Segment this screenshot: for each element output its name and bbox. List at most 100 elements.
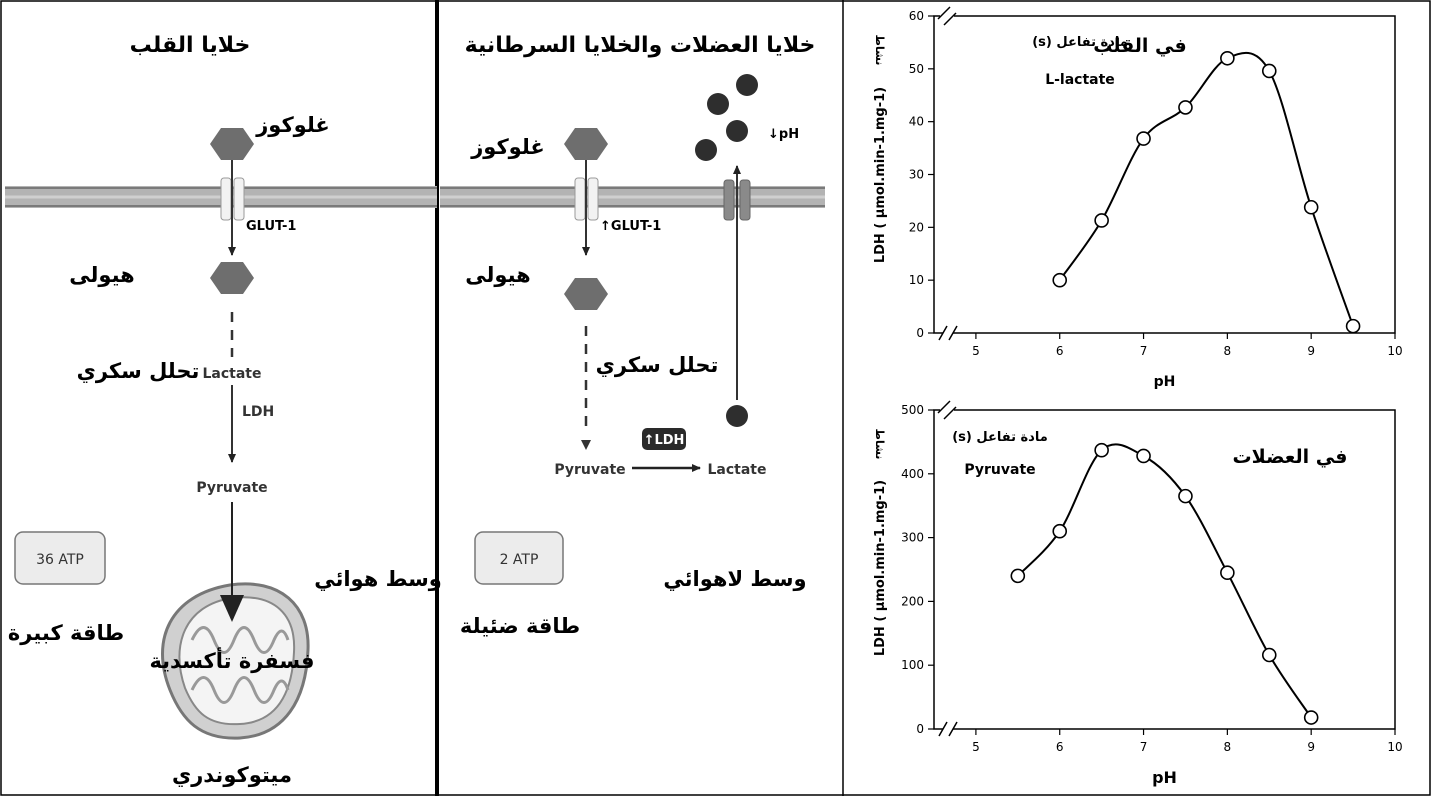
- y-axis-break: [943, 12, 957, 26]
- muscle-glycolysis-label: تحلل سكري: [596, 353, 719, 378]
- y-axis-break-gap: [940, 405, 954, 415]
- x-axis-break: [948, 721, 958, 737]
- muscle-lactate-label: Lactate: [708, 462, 767, 478]
- x-tick-label: 8: [1224, 344, 1232, 358]
- y-tick-label: 40: [909, 115, 924, 129]
- chart-title: في العضلات: [1233, 446, 1348, 468]
- muscle-title: خلايا العضلات والخلايا السرطانية: [465, 33, 816, 58]
- muscle-cytoplasm-hexagon: [564, 278, 608, 310]
- data-point: [1136, 448, 1151, 464]
- heart-panel: خلايا القلب غلوكوز GLUT-1 هيولى تحلل سكر…: [5, 33, 442, 788]
- data-point: [1052, 523, 1068, 539]
- x-tick-label: 7: [1140, 740, 1148, 754]
- x-axis-break: [938, 721, 948, 737]
- substrate-name: Pyruvate: [964, 462, 1035, 478]
- y-tick-label: 30: [909, 168, 924, 182]
- mitochondrion-icon: [161, 582, 310, 740]
- y-tick-label: 60: [909, 9, 924, 23]
- extracellular-lactate-dots: [695, 74, 758, 161]
- data-point: [1261, 647, 1277, 663]
- muscle-atp-label: 2 ATP: [500, 552, 539, 568]
- muscle-glucose-label: غلوكوز: [470, 135, 545, 159]
- heart-cytoplasm-label: هيولى: [69, 263, 134, 287]
- x-axis-label: pH: [1152, 768, 1177, 787]
- plot-frame: [933, 15, 1396, 334]
- data-point: [1052, 272, 1068, 288]
- y-axis-label: LDH ( µmol.min-1.mg-1): [873, 480, 888, 656]
- muscle-glut1-channel: [574, 177, 599, 221]
- x-axis-break: [938, 325, 948, 341]
- heart-mitochondrion-label: ميتوكوندري: [172, 763, 292, 788]
- muscle-pyruvate-label: Pyruvate: [554, 462, 625, 478]
- data-point: [1094, 213, 1109, 228]
- x-tick-label: 5: [972, 344, 980, 358]
- data-point: [1094, 442, 1109, 458]
- x-axis-label: pH: [1154, 374, 1176, 390]
- heart-title: خلايا القلب: [130, 33, 251, 58]
- y-tick-label: 10: [909, 273, 924, 287]
- muscle-mct-channel: [723, 179, 751, 221]
- chart-heart: 5 6 7 8 9 10 0 10 20 30 40 50 60 pH LDH ( µmol.min-1.m…: [873, 6, 1403, 390]
- data-point: [1178, 100, 1193, 115]
- heart-energy-label: طاقة كبيرة: [8, 621, 124, 645]
- y-axis-label-prefix: نشاط: [873, 35, 886, 66]
- x-tick-label: 6: [1056, 344, 1064, 358]
- muscle-lactate-dot: [726, 405, 748, 427]
- y-axis-break: [943, 406, 957, 420]
- y-tick-label: 0: [916, 722, 924, 736]
- series-line: [1058, 52, 1355, 327]
- x-tick-label: 7: [1140, 344, 1148, 358]
- y-tick-label: 300: [901, 531, 924, 545]
- muscle-ldh-label: ↑LDH: [644, 433, 685, 448]
- heart-glut1-label: GLUT-1: [246, 219, 296, 234]
- muscle-ph-label: ↓pH: [768, 127, 799, 142]
- y-tick-label: 20: [909, 220, 924, 234]
- substrate-name: L-lactate: [1045, 72, 1115, 88]
- data-point: [1345, 318, 1361, 334]
- x-tick-label: 8: [1224, 740, 1232, 754]
- heart-glucose-hexagon: [210, 128, 254, 160]
- heart-pyruvate-label: Pyruvate: [196, 480, 267, 496]
- muscle-cytoplasm-label: هيولى: [465, 263, 530, 287]
- y-tick-label: 400: [901, 467, 924, 481]
- x-axis-break: [948, 325, 958, 341]
- y-axis-break: [937, 6, 951, 20]
- x-tick-label: 10: [1387, 344, 1402, 358]
- heart-glucose-label: غلوكوز: [255, 113, 330, 137]
- heart-ldh-label: LDH: [242, 404, 274, 420]
- x-axis-break-gap: [943, 326, 953, 340]
- substrate-heading: مادة تفاعل (s): [952, 430, 1048, 445]
- y-axis-label: LDH ( µmol.min-1.mg-1): [873, 87, 888, 263]
- muscle-panel: خلايا العضلات والخلايا السرطانية غلوكوز …: [440, 33, 825, 638]
- y-tick-label: 0: [916, 326, 924, 340]
- x-tick-label: 5: [972, 740, 980, 754]
- heart-atp-box: [14, 531, 106, 585]
- muscle-membrane: [440, 186, 825, 208]
- muscle-dashed-arrowhead: [581, 440, 591, 450]
- substrate-heading: مادة تفاعل (s): [1032, 35, 1128, 50]
- x-tick-label: 6: [1056, 740, 1064, 754]
- data-point: [1220, 565, 1235, 580]
- chart-title: في القلب: [1093, 35, 1186, 57]
- heart-medium-label: وسط هوائي: [314, 567, 442, 591]
- x-tick-label: 9: [1307, 740, 1315, 754]
- data-point: [1303, 199, 1319, 215]
- y-axis-label-prefix: نشاط: [873, 429, 886, 460]
- muscle-atp-box: [474, 531, 564, 585]
- heart-lactate-label: Lactate: [203, 366, 262, 382]
- data-point: [1136, 131, 1151, 146]
- data-point: [1178, 488, 1193, 504]
- y-axis-break: [937, 400, 951, 414]
- series-line: [1017, 443, 1313, 719]
- plot-frame: [933, 409, 1396, 730]
- y-tick-label: 100: [901, 658, 924, 672]
- heart-big-arrowhead: [220, 595, 244, 622]
- heart-oxphos-label: فسفرة تأكسدية: [149, 646, 314, 673]
- muscle-medium-label: وسط لاهوائي: [663, 567, 806, 591]
- data-point: [1303, 710, 1319, 725]
- muscle-glucose-hexagon: [564, 128, 608, 160]
- x-axis-break-gap: [943, 722, 953, 736]
